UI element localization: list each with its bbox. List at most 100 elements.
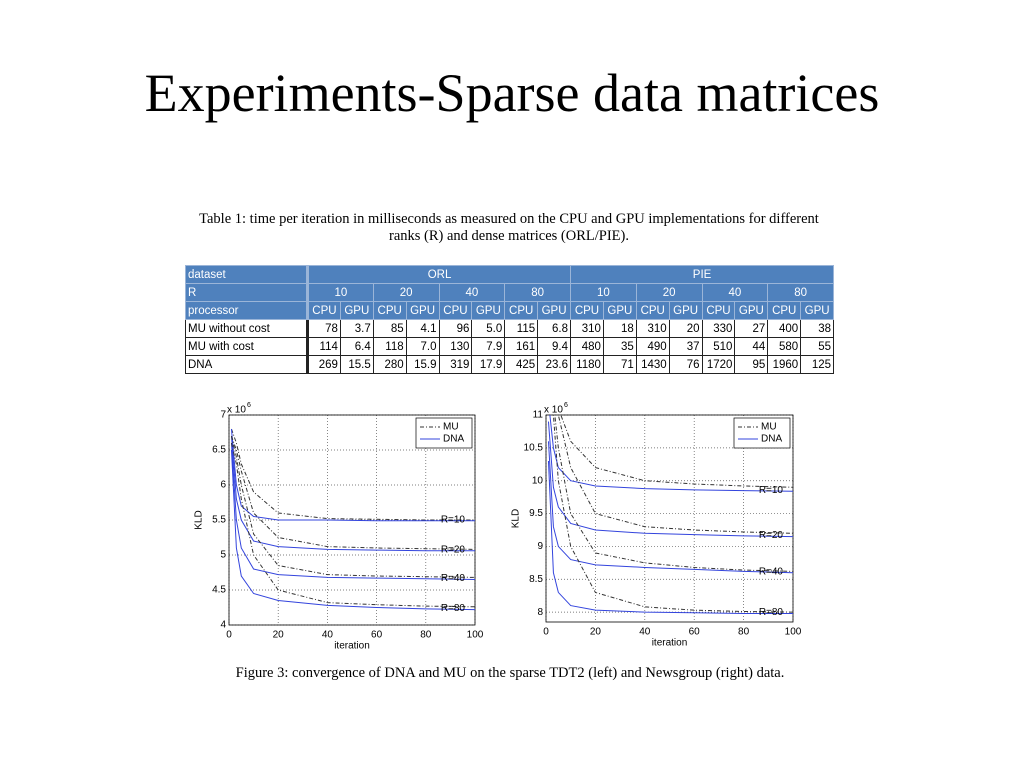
header-cell: CPU (701, 301, 736, 320)
table-caption: Table 1: time per iteration in milliseco… (199, 211, 819, 244)
curve-label: R=20 (441, 544, 466, 555)
series-group (547, 415, 793, 614)
y-tick-label: 8 (537, 607, 543, 618)
curve (547, 441, 793, 574)
y-tick-label: 6 (220, 480, 226, 491)
table-cell: 20 (668, 319, 703, 338)
x-tick-label: 20 (590, 627, 602, 638)
data-row: MU with cost 114 6.4 118 7.0 130 7.9 161 9.4 480 3… (185, 337, 835, 356)
curve-label: R=80 (759, 607, 784, 618)
series-group (230, 428, 475, 611)
curve (230, 428, 475, 522)
figure-caption: Figure 3: convergence of DNA and MU on t… (235, 665, 785, 681)
x-tick-label: 80 (738, 627, 750, 638)
header-row: dataset ORL PIE (185, 265, 835, 284)
header-cell: GPU (668, 301, 703, 320)
header-cell: 80 (504, 283, 572, 302)
curve (230, 435, 475, 578)
table-cell: 27 (734, 319, 769, 338)
table-cell: DNA (185, 355, 309, 374)
y-tick-label: 10.5 (524, 442, 544, 453)
curve (560, 415, 793, 488)
table-cell: 161 (504, 337, 539, 356)
plot-frame (228, 414, 476, 626)
x-tick-label: 100 (467, 630, 484, 641)
table-cell: 319 (438, 355, 473, 374)
charts: 0 20 40 60 80 10044.555.566.57R=10R=20R=40R=8… (194, 402, 802, 652)
x-tick-label: 40 (639, 627, 651, 638)
x-tick-label: 60 (371, 630, 383, 641)
table-cell: 5.0 (471, 319, 506, 338)
header-cell: CPU (372, 301, 407, 320)
y-tick-label: 4 (220, 620, 226, 631)
header-cell: 10 (570, 283, 637, 302)
curve (554, 415, 793, 572)
x-tick-label: 0 (543, 627, 549, 638)
y-tick-label: 7 (220, 410, 226, 421)
curve (549, 415, 793, 492)
table-cell: 23.6 (537, 355, 572, 374)
curve (230, 442, 475, 608)
exponent-power: 6 (564, 402, 568, 409)
slide-title: Experiments-Sparse data matrices (144, 63, 880, 123)
curve (552, 415, 793, 613)
header-cell: GPU (339, 301, 374, 320)
y-tick-label: 11 (533, 410, 544, 421)
legend-label: MU (761, 422, 777, 433)
exponent-power: 6 (247, 402, 251, 409)
curve-label: R=40 (759, 566, 784, 577)
header-cell: 20 (635, 283, 703, 302)
table-cell: 15.9 (405, 355, 440, 374)
header-cell: CPU (438, 301, 473, 320)
legend-label: DNA (443, 434, 464, 445)
exponent-base: x 10 (227, 405, 246, 416)
curve (547, 421, 793, 538)
curve (547, 460, 793, 614)
table-cell: 425 (504, 355, 539, 374)
header-cell: 40 (438, 283, 506, 302)
legend-box (733, 417, 791, 449)
table-cell: 6.4 (339, 337, 374, 356)
legend-label: MU (443, 422, 459, 433)
table-cell: 9.4 (537, 337, 572, 356)
header-cell: GPU (602, 301, 637, 320)
y-tick-label: 5.5 (212, 515, 226, 526)
table-cell: 95 (734, 355, 769, 374)
x-tick-label: 20 (273, 630, 285, 641)
x-tick-label: 100 (785, 627, 802, 638)
results-table: dataset ORL PIE R 10 20 40 80 10 20 40 80 processor C… (185, 265, 835, 374)
curve-label: R=10 (759, 485, 784, 496)
x-tick-label: 60 (689, 627, 701, 638)
table-cell: 6.8 (537, 319, 572, 338)
header-cell: GPU (471, 301, 506, 320)
curve (230, 435, 475, 552)
header-cell: 40 (701, 283, 769, 302)
curve-label: R=80 (441, 603, 466, 614)
curve (230, 428, 475, 521)
y-tick-label: 9 (537, 541, 543, 552)
y-tick-label: 4.5 (212, 585, 226, 596)
data-row: DNA 269 15.5 280 15.9 319 17.9 425 23.6 1180 71 143… (185, 355, 835, 374)
header-cell: CPU (504, 301, 539, 320)
x-axis-label: iteration (334, 641, 370, 652)
y-axis-label: KLD (511, 509, 522, 528)
y-tick-label: 8.5 (529, 574, 543, 585)
header-cell: ORL (306, 265, 572, 284)
curve-label: R=20 (759, 530, 784, 541)
x-axis-label: iteration (652, 638, 688, 649)
table-cell: 96 (438, 319, 473, 338)
header-cell: GPU (734, 301, 769, 320)
table-cell: 38 (800, 319, 835, 338)
table-cell: 400 (767, 319, 802, 338)
y-tick-label: 10 (532, 475, 544, 486)
x-tick-label: 40 (322, 630, 334, 641)
header-cell: dataset (185, 265, 309, 284)
curve (230, 435, 475, 550)
header-row: processor CPU GPU CPU GPU CPU GPU CPU GPU CPU GPU C… (185, 301, 835, 320)
table-cell: 490 (635, 337, 670, 356)
curve (230, 442, 475, 580)
legend-box (415, 417, 473, 449)
header-cell: CPU (307, 301, 341, 320)
table-cell: 1180 (570, 355, 604, 374)
